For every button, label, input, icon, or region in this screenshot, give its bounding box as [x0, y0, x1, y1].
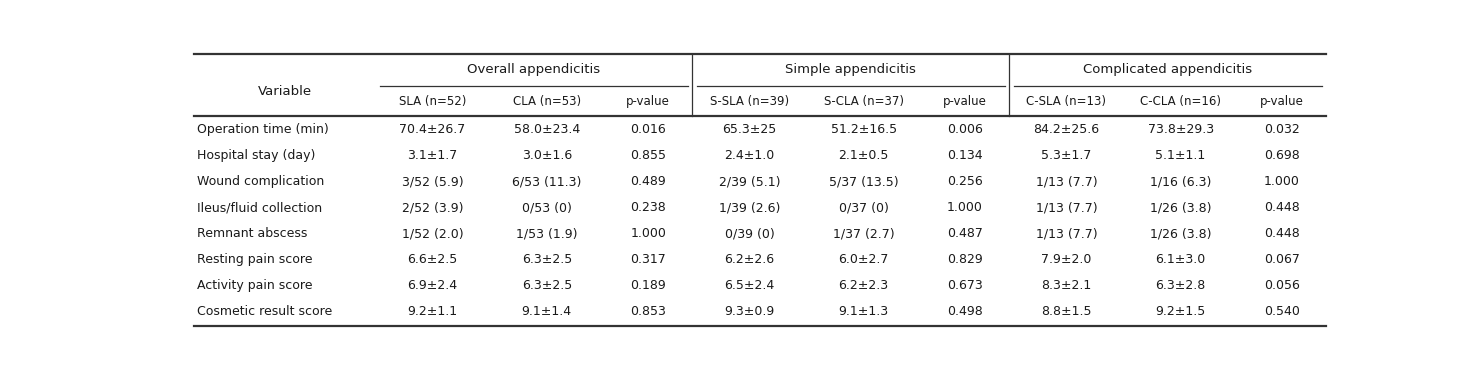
Text: 1.000: 1.000: [1263, 175, 1300, 188]
Text: 58.0±23.4: 58.0±23.4: [514, 123, 580, 136]
Text: 0.256: 0.256: [948, 175, 983, 188]
Text: Variable: Variable: [257, 85, 311, 98]
Text: 70.4±26.7: 70.4±26.7: [400, 123, 465, 136]
Text: p-value: p-value: [626, 95, 670, 108]
Text: 1/13 (7.7): 1/13 (7.7): [1036, 201, 1097, 214]
Text: Resting pain score: Resting pain score: [198, 253, 313, 266]
Text: 5.3±1.7: 5.3±1.7: [1041, 149, 1092, 162]
Text: 1/13 (7.7): 1/13 (7.7): [1036, 227, 1097, 240]
Text: 1.000: 1.000: [948, 201, 983, 214]
Text: 6.2±2.6: 6.2±2.6: [725, 253, 775, 266]
Text: 2.4±1.0: 2.4±1.0: [725, 149, 775, 162]
Text: 0.540: 0.540: [1263, 305, 1300, 318]
Text: 6.2±2.3: 6.2±2.3: [838, 279, 889, 292]
Text: Remnant abscess: Remnant abscess: [198, 227, 307, 240]
Text: 73.8±29.3: 73.8±29.3: [1147, 123, 1213, 136]
Text: 65.3±25: 65.3±25: [722, 123, 776, 136]
Text: 8.3±2.1: 8.3±2.1: [1041, 279, 1091, 292]
Text: 6.3±2.5: 6.3±2.5: [521, 279, 571, 292]
Text: 0.673: 0.673: [948, 279, 983, 292]
Text: S-SLA (n=39): S-SLA (n=39): [710, 95, 790, 108]
Text: 1.000: 1.000: [630, 227, 666, 240]
Text: 0.489: 0.489: [630, 175, 666, 188]
Text: 1/13 (7.7): 1/13 (7.7): [1036, 175, 1097, 188]
Text: 84.2±25.6: 84.2±25.6: [1033, 123, 1100, 136]
Text: 0.067: 0.067: [1263, 253, 1300, 266]
Text: Operation time (min): Operation time (min): [198, 123, 329, 136]
Text: 6.5±2.4: 6.5±2.4: [725, 279, 775, 292]
Text: 0.238: 0.238: [630, 201, 666, 214]
Text: 0.448: 0.448: [1263, 227, 1300, 240]
Text: 0.498: 0.498: [948, 305, 983, 318]
Text: 6.6±2.5: 6.6±2.5: [407, 253, 458, 266]
Text: 2/52 (3.9): 2/52 (3.9): [401, 201, 463, 214]
Text: 0/39 (0): 0/39 (0): [725, 227, 775, 240]
Text: 6/53 (11.3): 6/53 (11.3): [512, 175, 582, 188]
Text: S-CLA (n=37): S-CLA (n=37): [824, 95, 903, 108]
Text: 6.3±2.8: 6.3±2.8: [1156, 279, 1206, 292]
Text: 1/37 (2.7): 1/37 (2.7): [832, 227, 894, 240]
Text: 0.855: 0.855: [630, 149, 666, 162]
Text: Overall appendicitis: Overall appendicitis: [468, 63, 601, 76]
Text: 3.0±1.6: 3.0±1.6: [521, 149, 571, 162]
Text: 6.9±2.4: 6.9±2.4: [407, 279, 458, 292]
Text: 9.1±1.3: 9.1±1.3: [838, 305, 889, 318]
Text: 0.487: 0.487: [948, 227, 983, 240]
Text: Hospital stay (day): Hospital stay (day): [198, 149, 316, 162]
Text: 6.3±2.5: 6.3±2.5: [521, 253, 571, 266]
Text: 9.3±0.9: 9.3±0.9: [725, 305, 775, 318]
Text: 51.2±16.5: 51.2±16.5: [831, 123, 897, 136]
Text: p-value: p-value: [1261, 95, 1303, 108]
Text: 2/39 (5.1): 2/39 (5.1): [719, 175, 781, 188]
Text: 7.9±2.0: 7.9±2.0: [1041, 253, 1092, 266]
Text: C-CLA (n=16): C-CLA (n=16): [1139, 95, 1221, 108]
Text: 8.8±1.5: 8.8±1.5: [1041, 305, 1092, 318]
Text: 6.1±3.0: 6.1±3.0: [1156, 253, 1206, 266]
Text: 1/53 (1.9): 1/53 (1.9): [517, 227, 577, 240]
Text: 5/37 (13.5): 5/37 (13.5): [830, 175, 899, 188]
Text: Complicated appendicitis: Complicated appendicitis: [1083, 63, 1252, 76]
Text: 0.189: 0.189: [630, 279, 666, 292]
Text: 1/26 (3.8): 1/26 (3.8): [1150, 227, 1212, 240]
Text: 1/26 (3.8): 1/26 (3.8): [1150, 201, 1212, 214]
Text: Cosmetic result score: Cosmetic result score: [198, 305, 332, 318]
Text: 0.006: 0.006: [948, 123, 983, 136]
Text: 3.1±1.7: 3.1±1.7: [407, 149, 458, 162]
Text: 9.2±1.1: 9.2±1.1: [407, 305, 458, 318]
Text: 2.1±0.5: 2.1±0.5: [838, 149, 889, 162]
Text: Ileus/fluid collection: Ileus/fluid collection: [198, 201, 322, 214]
Text: 9.2±1.5: 9.2±1.5: [1156, 305, 1206, 318]
Text: 0.016: 0.016: [630, 123, 666, 136]
Text: 0/37 (0): 0/37 (0): [838, 201, 889, 214]
Text: 0.032: 0.032: [1263, 123, 1300, 136]
Text: p-value: p-value: [943, 95, 987, 108]
Text: 9.1±1.4: 9.1±1.4: [521, 305, 571, 318]
Text: 0.448: 0.448: [1263, 201, 1300, 214]
Text: 0/53 (0): 0/53 (0): [523, 201, 571, 214]
Text: 5.1±1.1: 5.1±1.1: [1156, 149, 1206, 162]
Text: 0.056: 0.056: [1263, 279, 1300, 292]
Text: 1/52 (2.0): 1/52 (2.0): [401, 227, 463, 240]
Text: Activity pain score: Activity pain score: [198, 279, 313, 292]
Text: 0.829: 0.829: [948, 253, 983, 266]
Text: 0.853: 0.853: [630, 305, 666, 318]
Text: SLA (n=52): SLA (n=52): [399, 95, 466, 108]
Text: 0.698: 0.698: [1263, 149, 1300, 162]
Text: 3/52 (5.9): 3/52 (5.9): [401, 175, 463, 188]
Text: Wound complication: Wound complication: [198, 175, 325, 188]
Text: 1/39 (2.6): 1/39 (2.6): [719, 201, 781, 214]
Text: Simple appendicitis: Simple appendicitis: [785, 63, 917, 76]
Text: C-SLA (n=13): C-SLA (n=13): [1026, 95, 1107, 108]
Text: 0.317: 0.317: [630, 253, 666, 266]
Text: 0.134: 0.134: [948, 149, 983, 162]
Text: 6.0±2.7: 6.0±2.7: [838, 253, 889, 266]
Text: 1/16 (6.3): 1/16 (6.3): [1150, 175, 1212, 188]
Text: CLA (n=53): CLA (n=53): [512, 95, 582, 108]
